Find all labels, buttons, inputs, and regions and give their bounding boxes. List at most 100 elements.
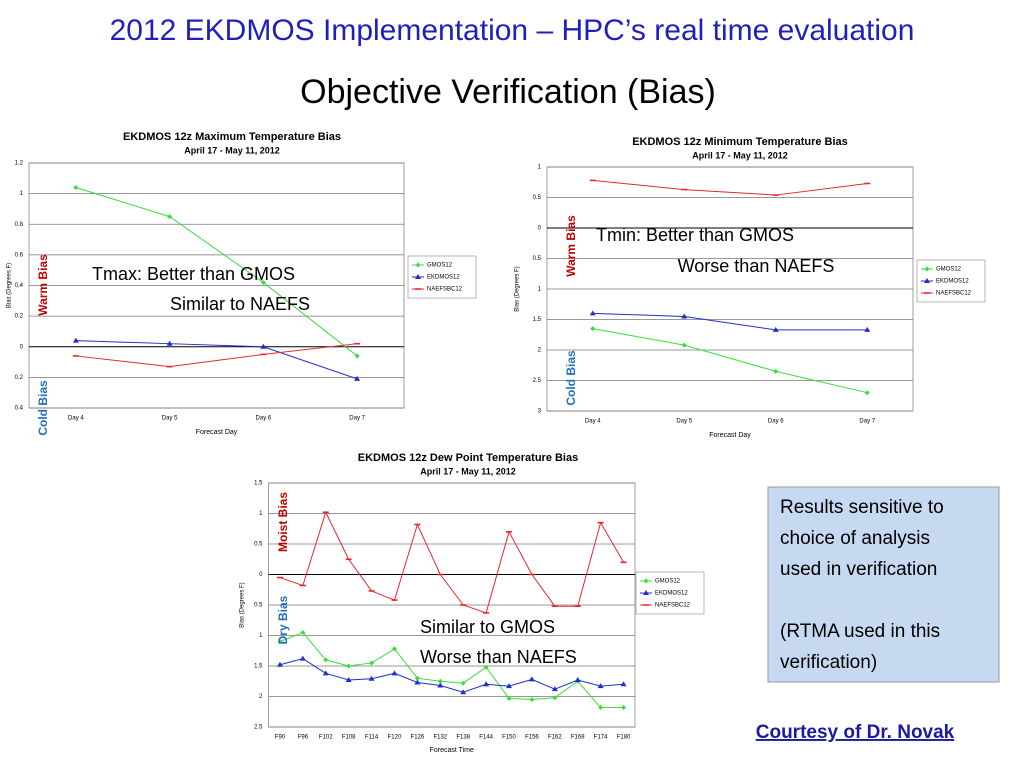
point-marker <box>167 214 173 220</box>
point-marker <box>368 675 375 681</box>
bias-label: Moist Bias <box>276 492 290 552</box>
legend-label: NAEFSBC12 <box>427 287 463 293</box>
point-marker <box>620 681 627 687</box>
x-tick-label: F174 <box>594 735 608 741</box>
x-tick-label: F108 <box>342 735 356 741</box>
y-axis-label: Bias (Degrees F) <box>7 263 13 308</box>
x-tick-label: F90 <box>275 735 286 741</box>
legend-label: GMOS12 <box>655 579 681 585</box>
point-marker <box>323 657 329 663</box>
legend-label: EKDMOS12 <box>427 275 460 281</box>
point-marker <box>260 343 267 349</box>
chart: EKDMOS 12z Maximum Temperature Bias April… <box>7 131 477 436</box>
point-marker <box>414 675 420 681</box>
point-marker <box>506 531 513 533</box>
point-marker <box>483 681 490 687</box>
y-tick-label: 2.5 <box>254 725 263 731</box>
legend-marker <box>415 288 421 290</box>
annotation: Tmax: Better than GMOS <box>92 264 295 284</box>
chart-subtitle: April 17 - May 11, 2012 <box>420 466 516 476</box>
point-marker <box>460 680 466 686</box>
slide-subtitle: Objective Verification (Bias) <box>300 73 716 111</box>
legend-marker <box>924 292 930 294</box>
series-line <box>279 510 624 614</box>
legend-label: EKDMOS12 <box>655 591 688 597</box>
x-tick-label: Day 5 <box>162 416 178 422</box>
y-tick-label: 0.5 <box>533 195 542 201</box>
y-tick-label: 1 <box>259 511 263 517</box>
point-marker <box>391 599 398 601</box>
x-tick-label: Day 5 <box>676 419 692 425</box>
x-tick-label: F168 <box>571 735 585 741</box>
x-axis-label: Forecast Day <box>709 432 751 439</box>
y-tick-label: 1 <box>538 165 542 171</box>
series-line <box>75 343 358 368</box>
legend-label: EKDMOS12 <box>936 279 969 285</box>
x-tick-label: Day 4 <box>585 419 601 425</box>
point-marker <box>590 326 596 332</box>
note-line: choice of analysis <box>780 528 930 549</box>
x-tick-label: Day 7 <box>859 419 875 425</box>
point-marker <box>552 695 558 701</box>
point-marker <box>72 337 79 343</box>
y-tick-label: 0.5 <box>254 603 263 609</box>
point-marker <box>681 342 687 348</box>
point-marker <box>528 573 535 576</box>
point-marker <box>414 523 421 526</box>
y-tick-label: 1.2 <box>15 161 24 167</box>
point-marker <box>528 676 535 682</box>
point-marker <box>681 188 688 191</box>
x-tick-label: F180 <box>617 735 631 741</box>
y-tick-label: 1 <box>20 191 24 197</box>
y-tick-label: 2 <box>259 694 263 700</box>
x-tick-label: F156 <box>525 735 539 741</box>
legend-label: GMOS12 <box>427 263 453 269</box>
point-marker <box>346 663 352 669</box>
x-tick-label: F162 <box>548 735 562 741</box>
point-marker <box>597 521 604 524</box>
point-marker <box>437 678 443 684</box>
point-marker <box>620 561 627 564</box>
point-marker <box>300 629 306 635</box>
point-marker <box>483 664 489 670</box>
legend-marker <box>924 266 930 272</box>
bias-label: Warm Bias <box>36 254 50 316</box>
point-marker <box>354 353 360 359</box>
x-tick-label: F132 <box>433 735 447 741</box>
point-marker <box>772 194 779 196</box>
point-marker <box>414 679 421 685</box>
y-axis-label: Bias (Degrees F) <box>240 582 246 627</box>
credit[interactable]: Courtesy of Dr. Novak <box>756 722 955 743</box>
point-marker <box>391 670 398 676</box>
bias-label: Warm Bias <box>564 215 578 277</box>
y-tick-label: 0.5 <box>533 256 542 262</box>
legend-label: GMOS12 <box>936 267 962 273</box>
y-tick-label: 0.2 <box>15 375 24 381</box>
point-marker <box>551 605 558 608</box>
x-tick-label: F120 <box>388 735 402 741</box>
y-tick-label: 0.6 <box>15 252 24 258</box>
y-tick-label: 3 <box>538 409 542 415</box>
legend-marker <box>415 262 421 268</box>
legend-marker <box>924 278 930 283</box>
chart-subtitle: April 17 - May 11, 2012 <box>184 145 280 155</box>
point-marker <box>574 605 581 608</box>
y-tick-label: 1.5 <box>254 481 263 487</box>
point-marker <box>260 279 266 285</box>
legend-marker <box>415 274 421 279</box>
series-line <box>75 187 358 357</box>
bias-label: Dry Bias <box>276 595 290 644</box>
point-marker <box>437 573 444 576</box>
y-tick-label: 0.5 <box>254 542 263 548</box>
bias-label: Cold Bias <box>564 350 578 406</box>
series-line <box>279 658 624 693</box>
point-marker <box>681 313 688 319</box>
point-marker <box>506 683 513 689</box>
point-marker <box>345 677 352 683</box>
annotation: Similar to GMOS <box>420 617 555 637</box>
y-tick-label: 0.8 <box>15 222 24 228</box>
x-tick-label: Day 7 <box>349 416 365 422</box>
point-marker <box>345 558 352 561</box>
point-marker <box>299 655 306 661</box>
point-marker <box>506 695 512 701</box>
